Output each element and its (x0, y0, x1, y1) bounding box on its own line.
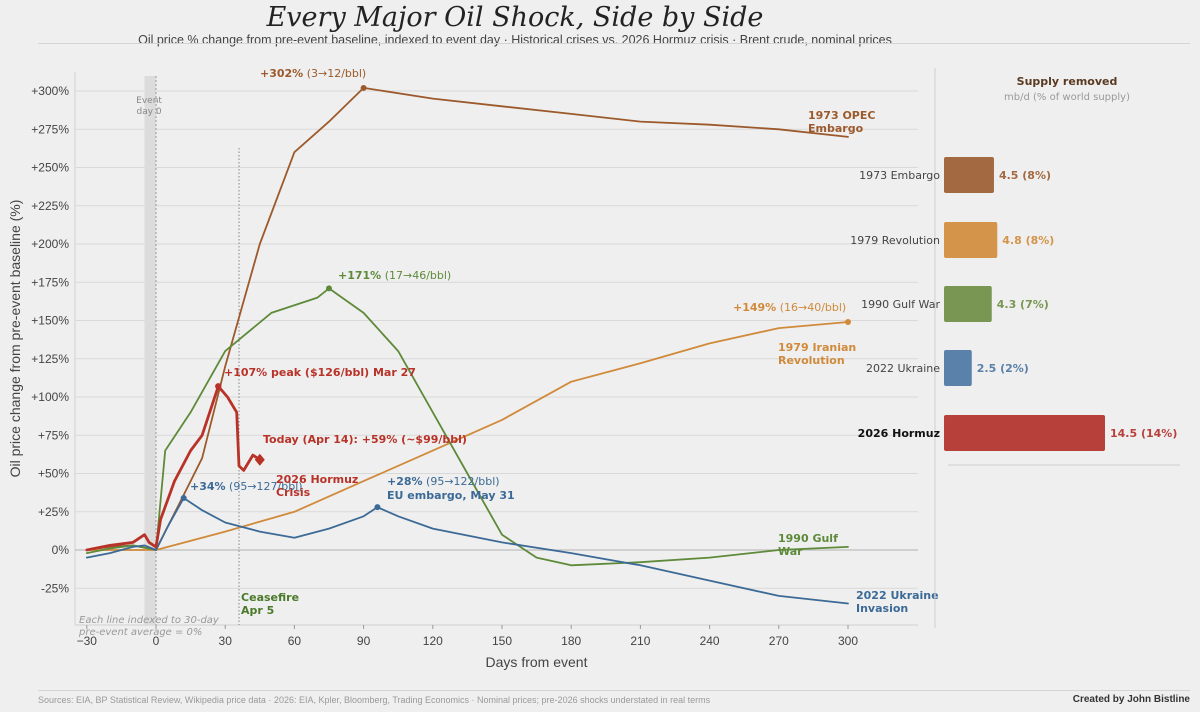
series-name-label: Crisis (276, 486, 311, 499)
bar-value-label: 2.5 (2%) (977, 362, 1029, 375)
y-tick-label: +175% (31, 275, 69, 289)
series-name-label: 2026 Hormuz (276, 473, 358, 486)
bar-category-label: 2026 Hormuz (858, 427, 940, 440)
x-tick-label: 150 (492, 634, 512, 648)
y-tick-label: +250% (31, 161, 69, 175)
peak-marker (360, 84, 367, 91)
y-axis-title: Oil price change from pre-event baseline… (7, 200, 23, 478)
series-line (85, 384, 259, 552)
baseline-note: pre-event average = 0% (78, 627, 202, 638)
event-day-band (144, 76, 156, 625)
bottom-divider (38, 690, 1190, 691)
series-line (85, 287, 849, 567)
peak-marker (215, 383, 222, 390)
y-tick-label: +300% (31, 84, 69, 98)
peak-label: +107% peak ($126/bbl) Mar 27 (224, 366, 416, 379)
ceasefire-label: Ceasefire (241, 591, 299, 604)
peak-sublabel: EU embargo, May 31 (387, 489, 515, 502)
x-tick-label: 270 (769, 634, 789, 648)
series-name-label: 2022 Ukraine (856, 589, 939, 602)
y-tick-label: +275% (31, 122, 69, 136)
peak-marker (180, 494, 187, 501)
x-tick-label: −30 (77, 634, 98, 648)
bar (944, 157, 994, 193)
x-tick-label: 120 (423, 634, 443, 648)
ceasefire-label: Apr 5 (241, 604, 274, 617)
sources-note: Sources: EIA, BP Statistical Review, Wik… (38, 695, 711, 705)
peak-label: +302% (3→12/bbl) (260, 67, 366, 80)
series-line (85, 497, 849, 605)
bar-value-label: 4.5 (8%) (999, 169, 1051, 182)
y-tick-label: -25% (41, 581, 69, 595)
bar-value-label: 14.5 (14%) (1110, 427, 1177, 440)
event-day-label: day 0 (137, 107, 162, 117)
y-tick-label: +75% (38, 428, 69, 442)
y-tick-label: +25% (38, 505, 69, 519)
y-tick-label: +225% (31, 199, 69, 213)
peak-marker (326, 285, 332, 292)
peak-label: +34% (95→127/bbl) (190, 480, 303, 493)
y-tick-label: +50% (38, 467, 69, 481)
series-name-label: War (778, 545, 803, 558)
today-marker (254, 453, 265, 466)
chart-canvas: -25% 0% +25% +50% +75% +100% +125% +150% +175% +2… (7, 67, 1180, 670)
y-tick-label: +100% (31, 390, 69, 404)
chart-title: Every Major Oil Shock, Side by Side (266, 2, 764, 33)
x-tick-label: 60 (288, 634, 302, 648)
x-axis-title: Days from event (486, 654, 588, 670)
series-name-label: 1973 OPEC (808, 109, 875, 122)
peak-marker (374, 504, 381, 511)
x-tick-label: 240 (700, 634, 720, 648)
bar (944, 222, 998, 258)
peak-label: +28% (95→122/bbl) (387, 475, 500, 488)
y-tick-label: 0% (52, 543, 70, 557)
series-name-label: 1979 Iranian (778, 341, 856, 354)
top-divider (38, 43, 1190, 44)
bar (944, 350, 972, 386)
bar-category-label: 2022 Ukraine (866, 362, 940, 375)
bar (944, 415, 1105, 451)
bar-category-label: 1979 Revolution (850, 234, 940, 247)
series-name-label: Embargo (808, 122, 864, 135)
peak-label: +171% (17→46/bbl) (338, 269, 451, 282)
peak-marker (845, 319, 851, 326)
bar-panel-subtitle: mb/d (% of world supply) (1004, 92, 1130, 103)
x-tick-label: 180 (561, 634, 581, 648)
y-tick-label: +125% (31, 352, 69, 366)
today-label: Today (Apr 14): +59% (~$99/bbl) (263, 433, 467, 446)
y-tick-label: +200% (31, 237, 69, 251)
bar-value-label: 4.8 (8%) (1002, 234, 1054, 247)
bar-category-label: 1990 Gulf War (861, 298, 940, 311)
baseline-note: Each line indexed to 30-day (79, 615, 220, 626)
series-name-label: Revolution (778, 354, 845, 367)
y-tick-label: +150% (31, 314, 69, 328)
x-tick-label: 90 (357, 634, 371, 648)
series-name-label: Invasion (856, 602, 908, 615)
series-name-label: 1990 Gulf (778, 532, 838, 545)
bar-value-label: 4.3 (7%) (997, 298, 1049, 311)
event-day-label: Event (136, 96, 162, 106)
x-tick-label: 30 (219, 634, 233, 648)
credit-text: Created by John Bistline (1072, 694, 1190, 705)
x-tick-label: 0 (153, 634, 160, 648)
x-tick-label: 210 (630, 634, 650, 648)
peak-label: +149% (16→40/bbl) (733, 301, 846, 314)
bar (944, 286, 992, 322)
x-tick-label: 300 (838, 634, 858, 648)
bar-category-label: 1973 Embargo (859, 169, 940, 182)
series-line (85, 321, 849, 551)
bar-panel-title: Supply removed (1017, 75, 1118, 88)
